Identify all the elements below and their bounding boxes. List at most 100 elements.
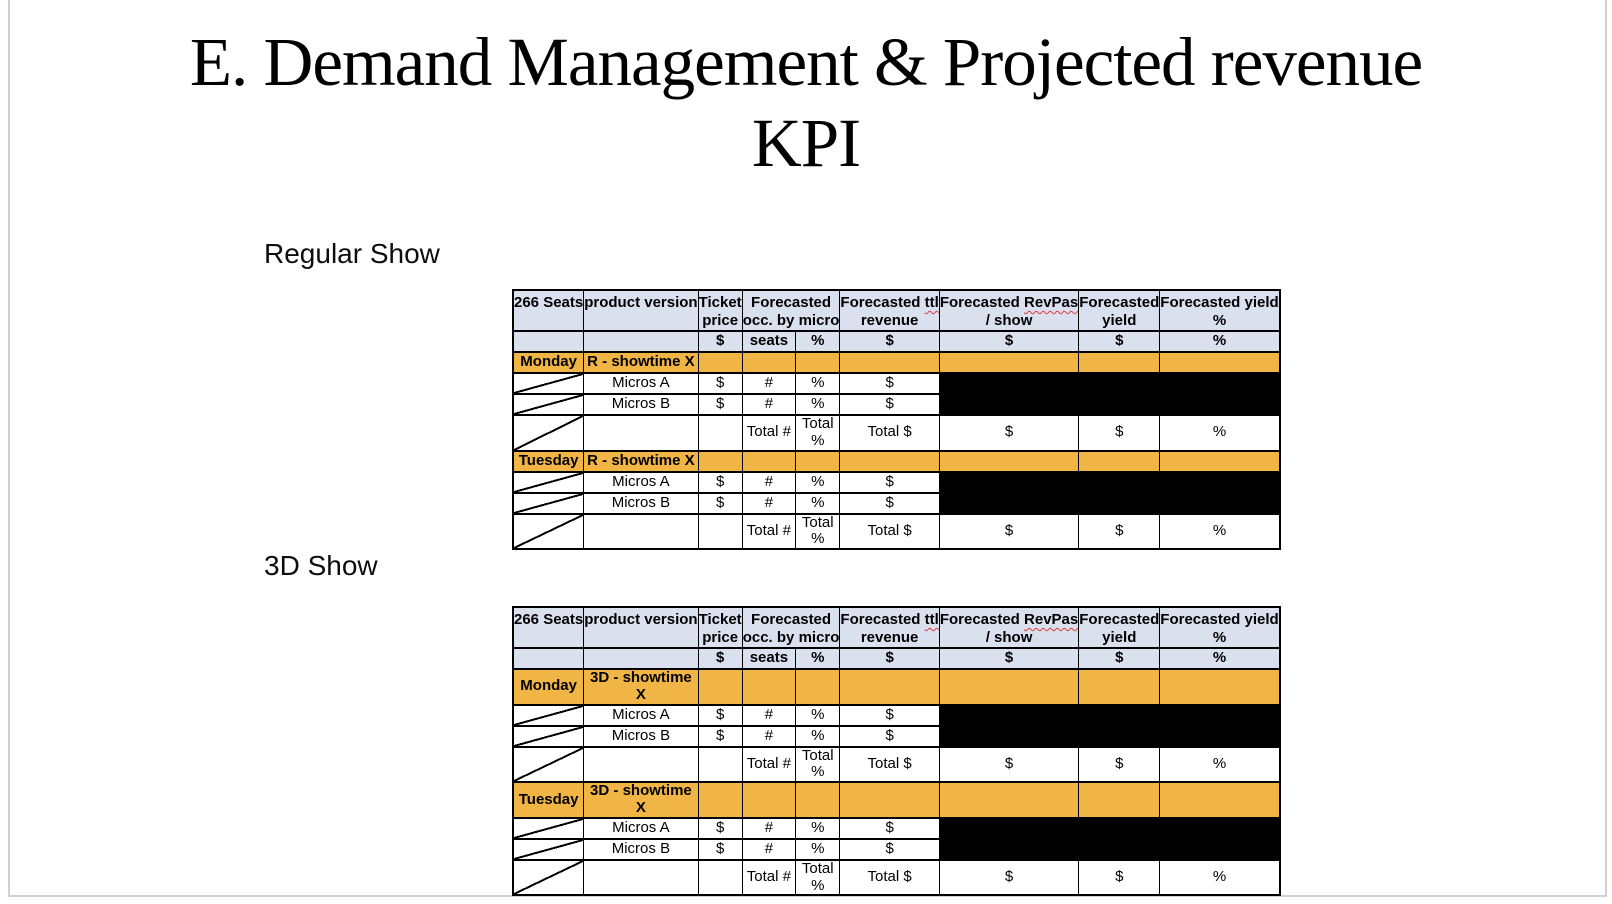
occ-pct-cell: % bbox=[795, 470, 841, 494]
redacted-yield-cell bbox=[1078, 703, 1161, 727]
product-cell: Micros B bbox=[583, 393, 699, 416]
redacted-yield-pct-cell bbox=[1159, 393, 1281, 416]
header-line: Forecasted bbox=[751, 611, 832, 628]
header-line: 266 Seats bbox=[514, 611, 584, 628]
unit-cell: $ bbox=[1078, 330, 1161, 353]
day-empty-cell bbox=[1078, 449, 1161, 473]
total-revpas-cell: $ bbox=[938, 745, 1080, 784]
total-occ-pct-cell: Total % bbox=[795, 512, 841, 551]
micro-row: Micros A $ #% $ bbox=[512, 470, 1281, 494]
unit-cell: % bbox=[795, 330, 841, 353]
total-empty-product-cell bbox=[583, 414, 699, 452]
day-empty-cell bbox=[741, 449, 797, 473]
showtime-cell: R - showtime X bbox=[583, 449, 699, 473]
micro-row: Micros A $ #% $ bbox=[512, 703, 1281, 727]
total-empty-ticket-cell bbox=[697, 512, 743, 551]
header-line: Ticket bbox=[698, 611, 742, 628]
revenue-cell: $ bbox=[839, 470, 940, 494]
diagonal-cell bbox=[512, 837, 585, 861]
header-cell: 266 Seats bbox=[512, 606, 585, 649]
revenue-cell: $ bbox=[839, 837, 940, 861]
slide-title: E. Demand Management & Projected revenue… bbox=[0, 22, 1612, 183]
header-line: 266 Seats bbox=[514, 294, 584, 311]
day-empty-cell bbox=[938, 781, 1080, 819]
day-cell: Tuesday bbox=[512, 449, 585, 473]
redacted-yield-cell bbox=[1078, 816, 1161, 840]
total-empty-ticket-cell bbox=[697, 414, 743, 452]
header-line: % bbox=[1212, 312, 1227, 329]
seats-cell: # bbox=[741, 470, 797, 494]
diagonal-cell bbox=[512, 724, 585, 748]
header-cell: product version bbox=[583, 289, 699, 332]
ticket-price-cell: $ bbox=[697, 724, 743, 748]
ticket-price-cell: $ bbox=[697, 372, 743, 395]
header-cell: Forecasted occ. by micro bbox=[741, 289, 841, 332]
day-empty-cell bbox=[741, 781, 797, 819]
product-cell: Micros B bbox=[583, 724, 699, 748]
header-cell: Forecasted RevPas / show bbox=[938, 606, 1080, 649]
product-cell: Micros A bbox=[583, 816, 699, 840]
diagonal-cell bbox=[512, 512, 585, 551]
revenue-cell: $ bbox=[839, 393, 940, 416]
revenue-cell: $ bbox=[839, 703, 940, 727]
header-line: Forecasted yield bbox=[1160, 294, 1279, 311]
redacted-yield-pct-cell bbox=[1159, 703, 1281, 727]
ticket-price-cell: $ bbox=[697, 470, 743, 494]
total-empty-product-cell bbox=[583, 745, 699, 784]
day-cell: Monday bbox=[512, 668, 585, 706]
seats-cell: # bbox=[741, 837, 797, 861]
ticket-price-cell: $ bbox=[697, 816, 743, 840]
redacted-revpas-cell bbox=[938, 724, 1080, 748]
header-line: yield bbox=[1102, 629, 1137, 646]
total-empty-product-cell bbox=[583, 858, 699, 897]
product-cell: Micros A bbox=[583, 470, 699, 494]
day-empty-cell bbox=[839, 449, 940, 473]
unit-cell: $ bbox=[839, 647, 940, 670]
seats-cell: # bbox=[741, 703, 797, 727]
header-line: Forecasted ttl bbox=[840, 294, 939, 311]
header-line: Forecasted RevPas bbox=[939, 611, 1079, 628]
seats-cell: # bbox=[741, 491, 797, 515]
redacted-yield-pct-cell bbox=[1159, 372, 1281, 395]
unit-cell: seats bbox=[741, 330, 797, 353]
header-line: price bbox=[702, 312, 739, 329]
unit-cell: $ bbox=[839, 330, 940, 353]
micro-row: Micros A $ #% $ bbox=[512, 816, 1281, 840]
diagonal-cell bbox=[512, 372, 585, 395]
day-empty-cell bbox=[938, 449, 1080, 473]
ticket-price-cell: $ bbox=[697, 703, 743, 727]
unit-row: $ seats% $ $ $% bbox=[512, 647, 1281, 670]
day-empty-cell bbox=[938, 668, 1080, 706]
header-line: occ. by micro bbox=[742, 312, 840, 329]
misspelled-word: ttl bbox=[924, 294, 939, 311]
day-empty-cell bbox=[741, 351, 797, 374]
header-cell: Forecasted occ. by micro bbox=[741, 606, 841, 649]
occ-pct-cell: % bbox=[795, 816, 841, 840]
header-cell: 266 Seats bbox=[512, 289, 585, 332]
day-empty-cell bbox=[795, 351, 841, 374]
day-empty-cell bbox=[839, 351, 940, 374]
unit-cell bbox=[583, 647, 699, 670]
header-cell: Forecasted yield% bbox=[1159, 289, 1281, 332]
redacted-yield-cell bbox=[1078, 724, 1161, 748]
revenue-cell: $ bbox=[839, 372, 940, 395]
diagonal-cell bbox=[512, 703, 585, 727]
product-cell: Micros B bbox=[583, 491, 699, 515]
total-yield-pct-cell: % bbox=[1159, 858, 1281, 897]
unit-cell: $ bbox=[938, 330, 1080, 353]
diagonal-cell bbox=[512, 816, 585, 840]
diagonal-cell bbox=[512, 470, 585, 494]
header-line: Forecasted yield bbox=[1160, 611, 1279, 628]
day-empty-cell bbox=[1159, 781, 1281, 819]
total-empty-ticket-cell bbox=[697, 745, 743, 784]
header-cell: Forecasted yield bbox=[1078, 289, 1161, 332]
redacted-yield-pct-cell bbox=[1159, 816, 1281, 840]
total-revenue-cell: Total $ bbox=[839, 745, 940, 784]
header-line: product version bbox=[584, 611, 698, 628]
total-revpas-cell: $ bbox=[938, 414, 1080, 452]
total-revenue-cell: Total $ bbox=[839, 414, 940, 452]
header-cell: Forecasted ttl revenue bbox=[839, 289, 940, 332]
header-line: product version bbox=[584, 294, 698, 311]
redacted-revpas-cell bbox=[938, 816, 1080, 840]
header-line: revenue bbox=[860, 629, 919, 646]
